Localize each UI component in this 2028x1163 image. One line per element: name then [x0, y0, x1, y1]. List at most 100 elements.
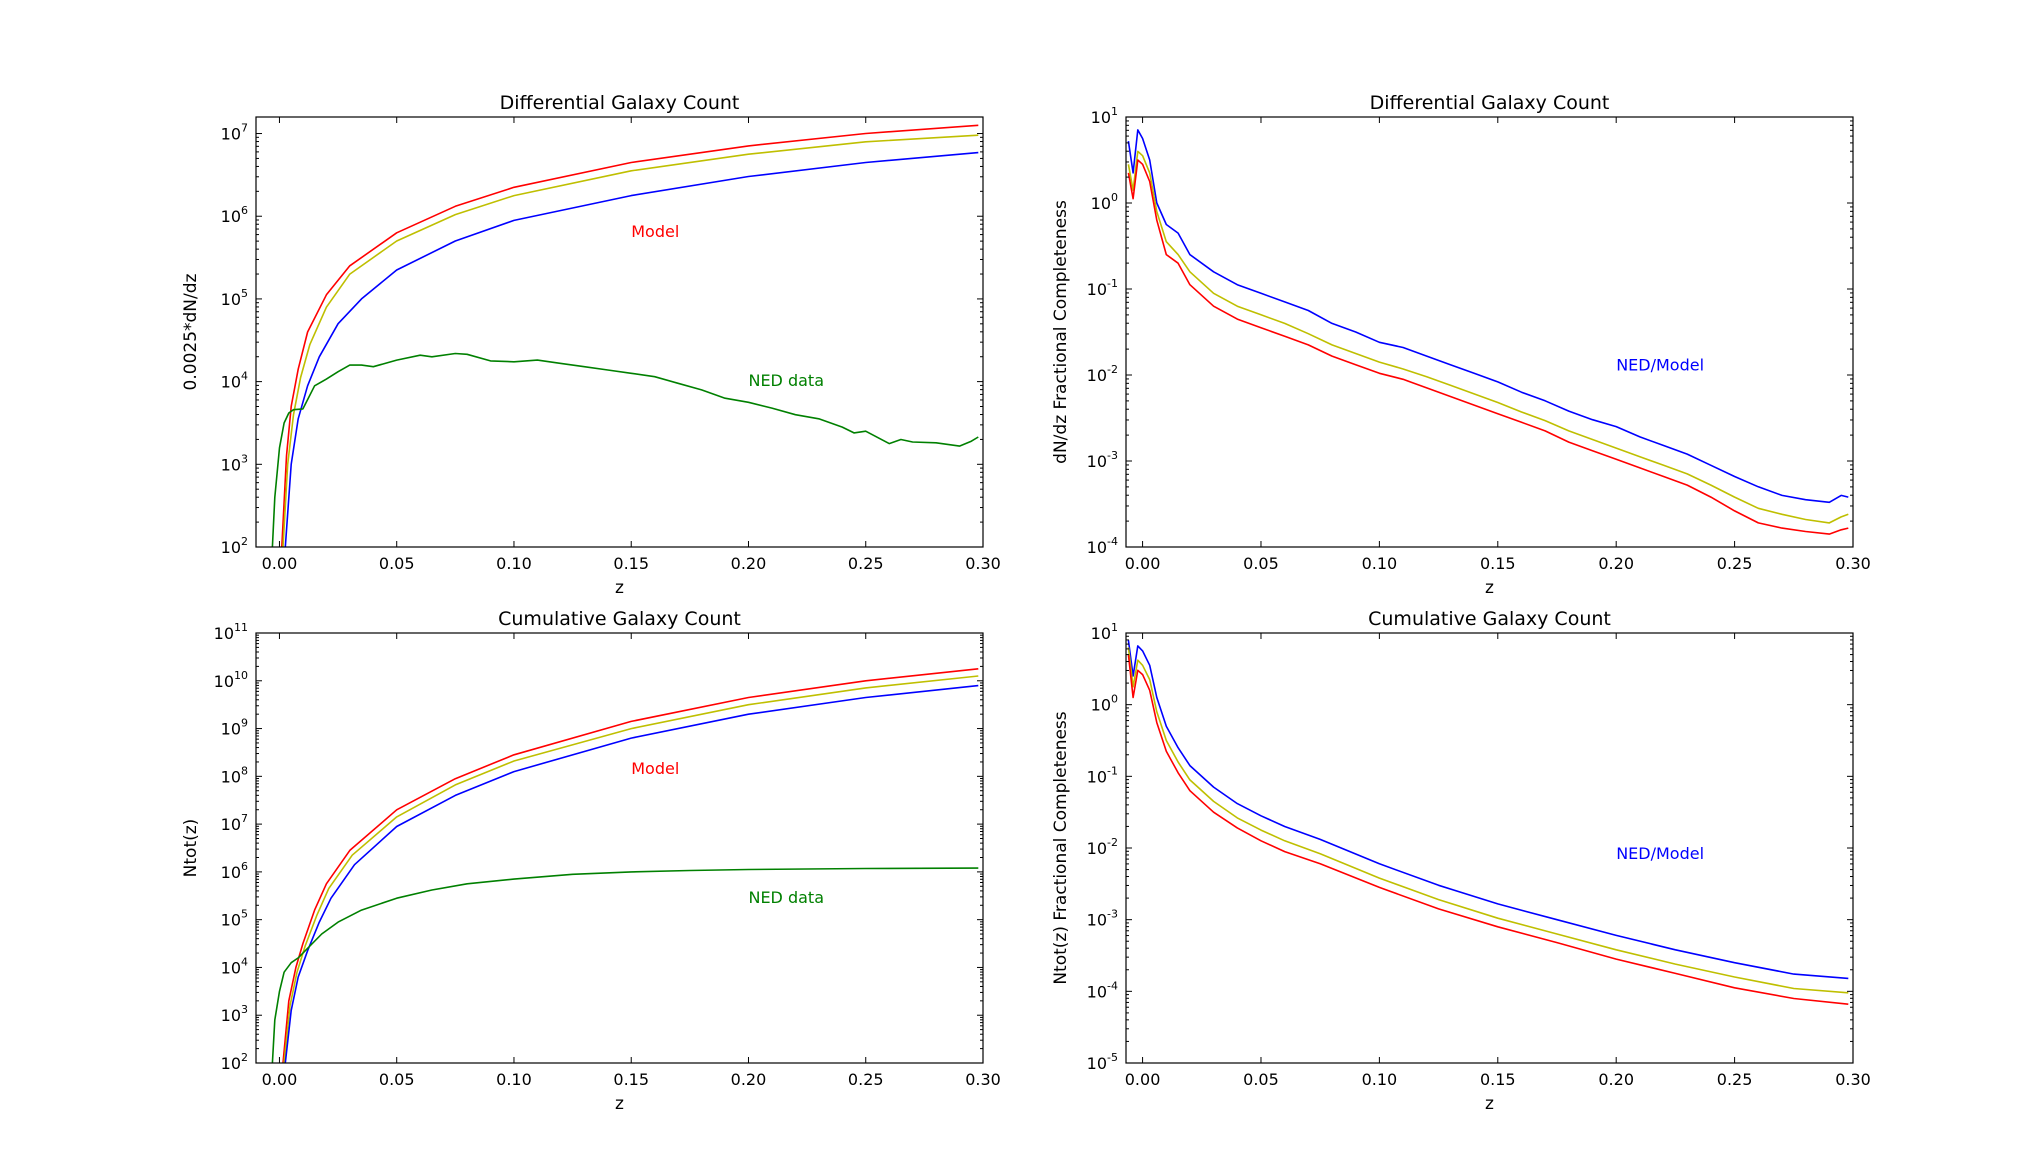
- y-tick-label: 10-2: [1087, 363, 1118, 385]
- y-tick-label: 10-4: [1087, 979, 1118, 1001]
- series-group: [271, 124, 979, 547]
- series-ned-data: [271, 352, 979, 547]
- x-tick-label: 0.05: [1243, 1070, 1279, 1089]
- y-tick-label: 1011: [214, 621, 248, 643]
- x-axis-label: z: [615, 1094, 624, 1114]
- chart-title: Differential Galaxy Count: [1370, 92, 1610, 114]
- x-tick-label: 0.30: [965, 554, 1001, 573]
- x-tick-label: 0.30: [1835, 1070, 1871, 1089]
- x-tick-label: 0.20: [731, 554, 767, 573]
- y-tick-label: 105: [221, 287, 248, 309]
- plot-frame: [1125, 632, 1854, 1064]
- x-tick-label: 0.25: [848, 1070, 884, 1089]
- x-tick-label: 0.00: [262, 554, 298, 573]
- y-tick-label: 103: [221, 1003, 248, 1025]
- plot-frame: [1125, 116, 1854, 548]
- x-tick-label: 0.10: [496, 554, 532, 573]
- y-tick-label: 105: [221, 908, 248, 930]
- y-tick-label: 102: [221, 535, 248, 557]
- chart-title: Cumulative Galaxy Count: [1368, 608, 1611, 630]
- y-tick-label: 101: [1091, 105, 1118, 127]
- series-model-red: [281, 124, 979, 547]
- series-model-yellow: [283, 675, 979, 1063]
- x-tick-label: 0.30: [1835, 554, 1871, 573]
- annotation-label: NED data: [748, 888, 824, 907]
- annotation-label: NED/Model: [1616, 356, 1704, 375]
- y-tick-label: 104: [221, 370, 248, 392]
- y-tick-label: 102: [221, 1051, 248, 1073]
- series-model-blue: [284, 151, 979, 547]
- series-ratio-red: [1127, 159, 1849, 535]
- x-tick-label: 0.10: [1362, 554, 1398, 573]
- annotation-label: Model: [631, 759, 679, 778]
- cumulative-count-panel: 0.00 0.05 0.10 0.15 0.20 0.25 0.30 102 103 104 105…: [181, 608, 1001, 1114]
- series-group: [1127, 640, 1849, 1005]
- y-tick-label: 10-4: [1087, 535, 1118, 557]
- x-axis-label: z: [1485, 1094, 1494, 1114]
- x-tick-label: 0.00: [262, 1070, 298, 1089]
- y-tick-label: 103: [221, 452, 248, 474]
- x-tick-label: 0.30: [965, 1070, 1001, 1089]
- plot-frame: [255, 632, 984, 1064]
- y-tick-label: 107: [221, 812, 248, 834]
- x-tick-label: 0.10: [1362, 1070, 1398, 1089]
- chart-title: Differential Galaxy Count: [500, 92, 740, 114]
- x-tick-label: 0.00: [1125, 554, 1161, 573]
- x-tick-label: 0.05: [379, 554, 415, 573]
- x-tick-label: 0.00: [1125, 1070, 1161, 1089]
- y-tick-label: 10-1: [1087, 764, 1118, 786]
- series-ratio-yellow: [1127, 150, 1849, 524]
- series-group: [271, 668, 979, 1063]
- x-tick-label: 0.20: [1598, 1070, 1634, 1089]
- y-tick-label: 10-2: [1087, 836, 1118, 858]
- series-group: [1127, 129, 1849, 535]
- x-tick-label: 0.15: [1480, 554, 1516, 573]
- annotation-label: Model: [631, 222, 679, 241]
- y-tick-label: 107: [221, 122, 248, 144]
- y-axis-label: Ntot(z): [181, 819, 201, 878]
- y-tick-label: 100: [1091, 693, 1118, 715]
- x-tick-label: 0.20: [731, 1070, 767, 1089]
- series-model-red: [282, 668, 979, 1063]
- x-tick-label: 0.15: [613, 554, 649, 573]
- differential-count-panel: 0.00 0.05 0.10 0.15 0.20 0.25 0.30 102 103 104 105…: [181, 92, 1001, 598]
- differential-completeness-panel: 0.00 0.05 0.10 0.15 0.20 0.25 0.30 10-4 10-3 10-2…: [1051, 92, 1871, 598]
- y-tick-label: 108: [221, 764, 248, 786]
- y-tick-label: 106: [221, 860, 248, 882]
- y-axis-label: dN/dz Fractional Completeness: [1051, 200, 1071, 464]
- y-tick-label: 1010: [214, 669, 248, 691]
- y-axis-label: 0.0025*dN/dz: [181, 273, 201, 390]
- y-axis-label: Ntot(z) Fractional Completeness: [1051, 711, 1071, 984]
- y-tick-label: 109: [221, 717, 248, 739]
- series-ned-data: [271, 867, 979, 1063]
- chart-title: Cumulative Galaxy Count: [498, 608, 741, 630]
- series-ratio-blue: [1127, 640, 1849, 980]
- annotation-label: NED data: [748, 371, 824, 390]
- x-tick-label: 0.10: [496, 1070, 532, 1089]
- x-tick-label: 0.25: [1717, 1070, 1753, 1089]
- y-tick-label: 100: [1091, 191, 1118, 213]
- series-ratio-red: [1127, 654, 1849, 1005]
- y-tick-label: 104: [221, 955, 248, 977]
- x-tick-label: 0.05: [379, 1070, 415, 1089]
- series-ratio-yellow: [1127, 647, 1849, 994]
- y-tick-label: 10-1: [1087, 277, 1118, 299]
- x-axis-label: z: [1485, 578, 1494, 598]
- x-axis-label: z: [615, 578, 624, 598]
- series-model-blue: [284, 684, 979, 1063]
- x-tick-label: 0.20: [1598, 554, 1634, 573]
- y-tick-label: 10-3: [1087, 908, 1118, 930]
- x-tick-label: 0.25: [1717, 554, 1753, 573]
- y-tick-label: 101: [1091, 621, 1118, 643]
- y-tick-label: 106: [221, 204, 248, 226]
- y-tick-label: 10-5: [1087, 1051, 1118, 1073]
- x-tick-label: 0.15: [1480, 1070, 1516, 1089]
- plot-frame: [255, 116, 984, 548]
- series-ratio-blue: [1127, 129, 1849, 504]
- y-tick-label: 10-3: [1087, 449, 1118, 471]
- x-tick-label: 0.05: [1243, 554, 1279, 573]
- series-model-yellow: [282, 134, 979, 547]
- x-tick-label: 0.15: [613, 1070, 649, 1089]
- annotation-label: NED/Model: [1616, 844, 1704, 863]
